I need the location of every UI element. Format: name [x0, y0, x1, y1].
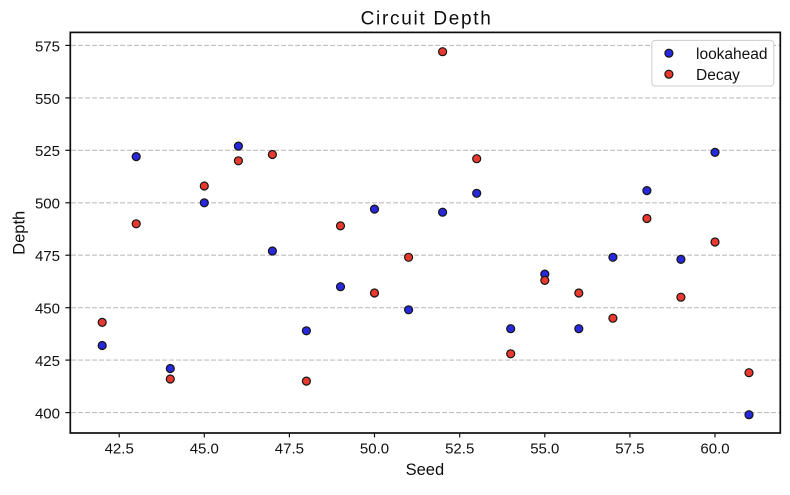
svg-text:475: 475	[35, 248, 60, 265]
svg-text:550: 550	[35, 91, 60, 108]
svg-text:Depth: Depth	[11, 211, 29, 255]
svg-text:450: 450	[35, 301, 60, 318]
svg-text:Decay: Decay	[696, 67, 740, 84]
svg-text:425: 425	[35, 353, 60, 370]
svg-text:45.0: 45.0	[190, 441, 219, 458]
svg-text:57.5: 57.5	[615, 441, 644, 458]
svg-text:60.0: 60.0	[700, 441, 729, 458]
svg-text:47.5: 47.5	[275, 441, 304, 458]
svg-text:Circuit Depth: Circuit Depth	[361, 8, 493, 29]
svg-text:52.5: 52.5	[445, 441, 474, 458]
svg-text:42.5: 42.5	[105, 441, 134, 458]
svg-text:Seed: Seed	[406, 461, 445, 479]
svg-text:525: 525	[35, 143, 60, 160]
svg-text:55.0: 55.0	[530, 441, 559, 458]
svg-text:50.0: 50.0	[360, 441, 389, 458]
svg-text:500: 500	[35, 196, 60, 213]
svg-text:400: 400	[35, 406, 60, 423]
svg-text:lookahead: lookahead	[696, 46, 768, 63]
svg-text:575: 575	[35, 38, 60, 55]
